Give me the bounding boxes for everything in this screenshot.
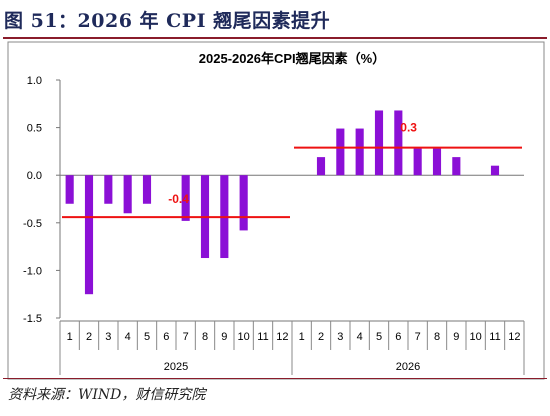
chart-title: 2025-2026年CPI翘尾因素（%） [199,51,385,66]
x-tick-label: 11 [489,331,500,343]
x-tick-label: 7 [415,331,421,343]
bar [413,148,422,176]
x-tick-label: 2 [318,331,324,343]
bar [65,175,74,204]
y-tick-label: -0.5 [23,218,42,230]
y-tick-label: 0.5 [27,123,42,135]
bar [123,175,132,214]
source-note: 资料来源：WIND，财信研究院 [8,387,206,403]
bar [490,165,500,176]
x-tick-label: 12 [508,331,520,343]
bar [452,157,461,176]
x-tick-label: 8 [202,331,208,343]
x-tick-label: 7 [183,331,189,343]
bar [355,128,364,176]
y-tick-label: 1.0 [27,75,42,87]
x-tick-label: 6 [395,331,401,343]
bar [394,110,403,176]
bar [84,175,94,295]
x-tick-label: 10 [238,331,250,343]
x-tick-label: 12 [276,331,288,343]
x-tick-label: 8 [434,331,440,343]
bar [316,157,326,176]
bar [336,128,345,176]
x-tick-label: 4 [125,331,131,343]
x-tick-label: 11 [257,331,268,343]
bar [181,175,190,221]
x-tick-label: 5 [144,331,150,343]
x-tick-label: 1 [67,331,73,343]
y-tick-label: -1.5 [23,313,42,325]
x-tick-label: 4 [357,331,363,343]
x-tick-label: 9 [221,331,227,343]
chart-frame [7,41,545,380]
x-tick-label: 1 [299,331,305,343]
y-tick-label: -1.0 [23,265,42,277]
figure-title: 图 51：2026 年 CPI 翘尾因素提升 [4,10,331,32]
bar [104,175,113,204]
x-tick-label: 3 [337,331,343,343]
bar [239,175,248,231]
bar [374,110,384,176]
x-tick-label: 9 [453,331,459,343]
x-tick-label: 10 [470,331,482,343]
chart: 2025-2026年CPI翘尾因素（%） 1.0 0.5 0.0 -0.5 -1.0 -1… [7,41,545,380]
x-tick-label: 3 [105,331,111,343]
group-label: 2025 [164,361,188,373]
source-rule [3,378,547,379]
x-tick-label: 2 [86,331,92,343]
group-label: 2026 [396,361,420,373]
y-tick-label: 0.0 [27,170,42,182]
average-label: 0.3 [400,121,417,135]
x-tick-label: 6 [163,331,169,343]
bar [432,148,442,176]
average-label: -0.4 [168,192,189,206]
bar [142,175,152,204]
title-rule [3,37,547,39]
x-tick-label: 5 [376,331,382,343]
